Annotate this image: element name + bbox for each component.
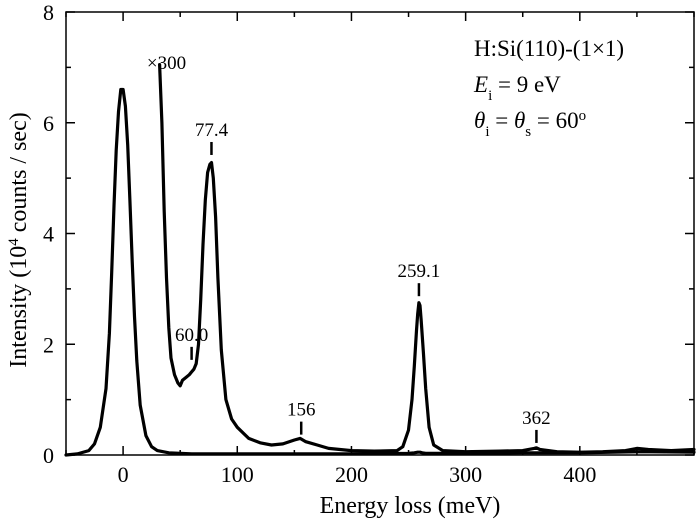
x-tick-label: 300 (449, 462, 482, 487)
peak-label: 60.0 (175, 325, 208, 346)
peak-label: 362 (522, 408, 551, 429)
y-axis-label: Intensity (104 counts / sec) (6, 112, 32, 367)
y-tick-label: 2 (43, 332, 54, 357)
y-tick-label: 8 (43, 0, 54, 25)
series-line-x300 (158, 62, 696, 454)
scale-factor-label: ×300 (147, 53, 186, 74)
y-tick-label: 6 (43, 111, 54, 136)
y-tick-label: 4 (43, 222, 54, 247)
peak-label: 156 (287, 400, 316, 421)
peak-label: 77.4 (195, 120, 229, 141)
x-tick-label: 400 (563, 462, 596, 487)
x-tick-label: 100 (221, 462, 254, 487)
peak-label: 259.1 (398, 261, 441, 282)
legend-energy: Ei = 9 eV (473, 72, 561, 104)
x-tick-label: 0 (118, 462, 129, 487)
legend-sample: H:Si(110)-(1×1) (474, 36, 624, 61)
x-axis-label: Energy loss (meV) (320, 493, 501, 519)
legend-angle: θi = θs = 60o (474, 108, 586, 140)
y-tick-label: 0 (43, 443, 54, 468)
x-tick-label: 200 (335, 462, 368, 487)
series-line-main (64, 87, 696, 457)
